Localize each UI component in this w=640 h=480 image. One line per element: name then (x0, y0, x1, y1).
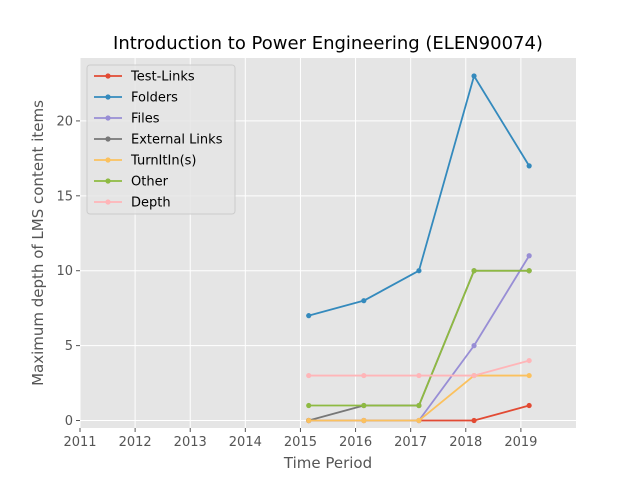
legend-item: Other (94, 175, 169, 190)
data-point (361, 372, 367, 379)
legend-marker (105, 73, 111, 79)
x-tick-label: 2014 (229, 435, 262, 450)
series-folders (306, 73, 532, 319)
legend: Test-Links Folders Files External Links Turn… (86, 64, 236, 215)
legend-marker (105, 178, 111, 184)
legend-label: Other (131, 175, 169, 190)
y-axis-title: Maximum depth of LMS content items (29, 100, 47, 386)
legend-label: Depth (131, 196, 171, 211)
data-point (416, 372, 422, 379)
legend-item: Files (94, 112, 160, 127)
series-group (306, 73, 532, 424)
data-point (526, 268, 532, 274)
legend-label: Folders (131, 91, 178, 106)
data-point (306, 402, 312, 409)
data-point (471, 73, 477, 79)
data-point (306, 417, 312, 424)
legend-marker (105, 157, 111, 163)
y-tick-label: 10 (56, 264, 73, 279)
data-point (471, 268, 477, 274)
x-tick-label: 2019 (504, 435, 537, 450)
series-depth (306, 357, 532, 379)
legend-item: Test-Links (94, 70, 195, 85)
data-point (471, 372, 477, 379)
data-point (526, 357, 532, 364)
legend-label: TurnItIn(s) (130, 154, 196, 169)
data-point (416, 268, 422, 274)
legend-marker (105, 94, 111, 100)
data-point (471, 343, 477, 349)
y-tick-label: 0 (65, 414, 73, 429)
data-point (306, 372, 312, 379)
y-tick-label: 20 (56, 114, 73, 129)
x-tick-label: 2012 (119, 435, 152, 450)
x-tick-label: 2011 (63, 435, 96, 450)
legend-item: Folders (94, 91, 178, 106)
data-point (416, 417, 422, 424)
y-tick-label: 5 (65, 339, 73, 354)
legend-marker (105, 199, 111, 205)
legend-item: TurnItIn(s) (94, 154, 196, 169)
data-point (361, 402, 367, 409)
x-tick-label: 2016 (339, 435, 372, 450)
data-point (306, 313, 312, 319)
data-point (526, 402, 532, 409)
data-point (416, 402, 422, 409)
x-tick-label: 2015 (284, 435, 317, 450)
legend-marker (105, 115, 111, 121)
data-point (526, 163, 532, 169)
x-tick-label: 2017 (394, 435, 427, 450)
data-point (471, 417, 477, 424)
legend-label: External Links (131, 133, 223, 148)
y-tick-label: 15 (56, 189, 73, 204)
x-axis-title: Time Period (283, 454, 372, 472)
x-tick-label: 2013 (174, 435, 207, 450)
legend-label: Files (131, 112, 160, 127)
series-other (306, 268, 532, 409)
x-tick-label: 2018 (449, 435, 482, 450)
legend-item: External Links (94, 133, 223, 148)
data-point (361, 417, 367, 424)
legend-box (86, 64, 236, 215)
legend-marker (105, 136, 111, 142)
chart-title: Introduction to Power Engineering (ELEN9… (113, 33, 543, 54)
legend-item: Depth (94, 196, 171, 211)
data-point (361, 298, 367, 304)
x-axis-ticks: 2011 2012 2013 2014 2015 2016 2017 2018 2019 (63, 428, 537, 450)
y-axis-ticks: 0 5 10 15 20 (56, 114, 80, 429)
data-point (526, 372, 532, 379)
legend-label: Test-Links (130, 70, 195, 85)
data-point (526, 253, 532, 259)
